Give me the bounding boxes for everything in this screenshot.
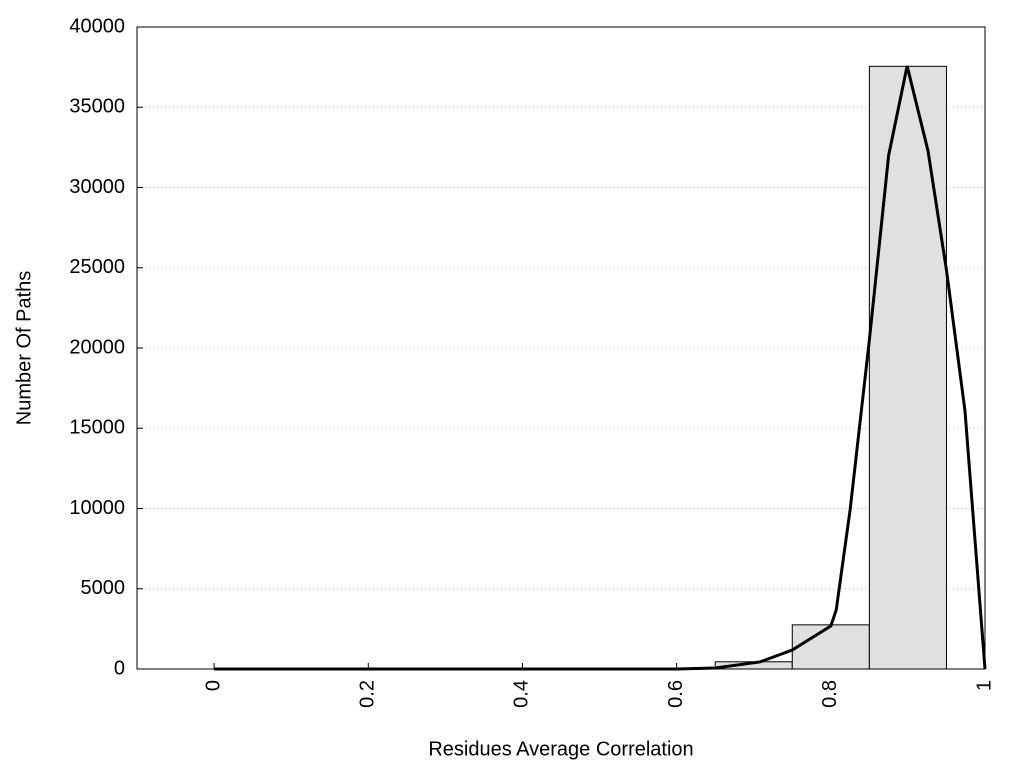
y-tick-label: 5000 [81, 577, 126, 599]
y-tick-label: 30000 [69, 176, 125, 198]
y-tick-label: 25000 [69, 256, 125, 278]
bar [791, 624, 870, 670]
y-tick-label: 35000 [69, 96, 125, 118]
x-tick-label: 0.2 [357, 680, 379, 708]
x-tick-label: 0.8 [819, 680, 841, 708]
y-tick-label: 20000 [69, 336, 125, 358]
y-tick-label: 10000 [69, 497, 125, 519]
y-axis-label: Number Of Paths [13, 271, 35, 426]
x-axis-label: Residues Average Correlation [428, 738, 693, 760]
x-tick-label: 0.6 [665, 680, 687, 708]
y-tick-label: 0 [114, 657, 125, 679]
bar [868, 65, 947, 670]
x-tick-label: 0 [202, 680, 224, 691]
plot-frame [136, 26, 986, 670]
y-tick-label: 15000 [69, 417, 125, 439]
x-tick-label: 1 [973, 680, 995, 691]
y-tick-label: 40000 [69, 15, 125, 37]
x-tick-label: 0.4 [511, 680, 533, 708]
